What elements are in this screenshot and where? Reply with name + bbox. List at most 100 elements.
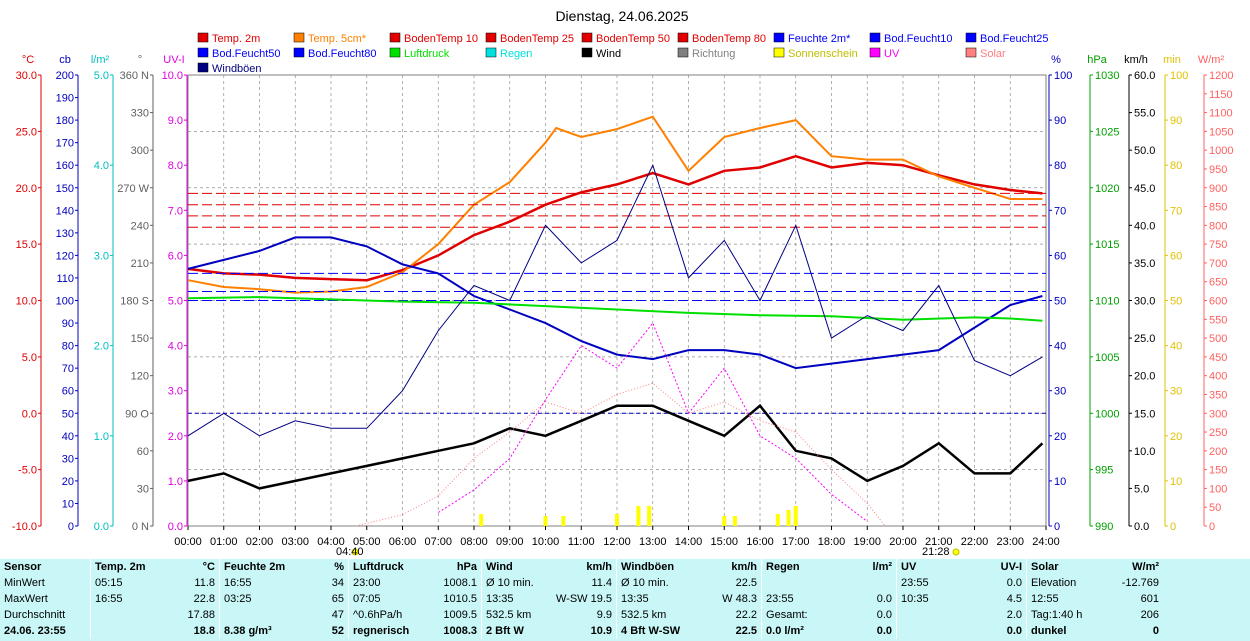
- x-tick-label: 06:00: [389, 536, 417, 548]
- stats-cell: [90, 607, 159, 623]
- axis-tick-label: 850: [1209, 202, 1227, 214]
- x-tick-label: 15:00: [710, 536, 738, 548]
- stats-cell: Sensor: [4, 561, 42, 573]
- sunset-marker: [952, 548, 960, 556]
- legend-label: Solar: [980, 48, 1006, 60]
- x-tick-label: 23:00: [996, 536, 1024, 548]
- legend-swatch: [389, 32, 401, 43]
- stats-cell: 18.8: [193, 625, 215, 637]
- axis-tick-label: 60.0: [1134, 70, 1155, 82]
- axis-tick-label: 70: [62, 363, 74, 375]
- axis-tick-label: 20: [1054, 431, 1066, 443]
- sunshine-bar: [479, 514, 484, 526]
- legend-swatch: [197, 62, 209, 73]
- right-axes: %1009080706050403020100hPa10301025102010…: [1048, 54, 1233, 533]
- x-tick-label: 24:00: [1032, 536, 1060, 548]
- axis-tick-label: 650: [1209, 277, 1227, 289]
- legend-label: Bod.Feucht80: [308, 48, 377, 60]
- legend-label: Wind: [596, 48, 621, 60]
- axis-tick-label: 9.0: [168, 115, 183, 127]
- axis-tick-label: 10: [1170, 476, 1182, 488]
- legend-label: Richtung: [692, 48, 735, 60]
- legend-swatch: [389, 47, 401, 58]
- axis-tick-label: 40: [1170, 341, 1182, 353]
- axis-tick-label: 50.0: [1134, 145, 1155, 157]
- stats-cell: l/m²: [872, 561, 893, 573]
- axis-tick-label: 60: [137, 446, 149, 458]
- sunshine-bar: [543, 516, 548, 526]
- stats-cell: Ø 10 min.: [481, 575, 552, 591]
- axis-tick-label: 950: [1209, 164, 1227, 176]
- axis-tick-label: 150: [56, 183, 74, 195]
- sunrise-marker: [351, 548, 359, 556]
- x-tick-label: 03:00: [281, 536, 309, 548]
- legend-label: Temp. 2m: [212, 33, 260, 45]
- stats-cell: 23:55: [761, 591, 831, 607]
- legend-label: Temp. 5cm*: [308, 33, 367, 45]
- axis-tick-label: 150: [131, 333, 149, 345]
- stats-cell: 2 Bft W: [481, 623, 552, 639]
- legend-label: Luftdruck: [404, 48, 450, 60]
- stats-cell: UV-I: [1000, 561, 1023, 573]
- stats-cell: [830, 575, 897, 591]
- axis-tick-label: 1000: [1209, 145, 1233, 157]
- axis-tick-label: 190: [56, 93, 74, 105]
- x-tick-label: 16:00: [746, 536, 774, 548]
- axis-tick-label: 5.0: [168, 296, 183, 308]
- axis-tick-label: 15.0: [16, 239, 37, 251]
- axis-tick-label: 30: [62, 453, 74, 465]
- series-temp-5cm-: [187, 115, 1043, 294]
- stats-cell: dunkel: [1026, 623, 1101, 639]
- axis-tick-label: 550: [1209, 314, 1227, 326]
- axis-tick-label: 55.0: [1134, 108, 1155, 120]
- axis-tick-label: 330: [131, 108, 149, 120]
- sunrise-label: 04:40: [336, 546, 364, 558]
- legend-label: Regen: [500, 48, 532, 60]
- axis-tick-label: 2.0: [94, 341, 109, 353]
- stats-cell: %: [334, 561, 344, 573]
- axis-tick-label: 70: [1054, 205, 1066, 217]
- axis-tick-label: 40: [1054, 341, 1066, 353]
- axis-tick-label: 170: [56, 138, 74, 150]
- axis-tick-label: 990: [1095, 521, 1113, 533]
- x-tick-label: 12:00: [603, 536, 631, 548]
- axis-tick-label: 10: [62, 498, 74, 510]
- stats-cell: W 48.3: [722, 593, 758, 605]
- stats-cell: Ø 10 min.: [616, 575, 696, 591]
- axis-tick-label: 40.0: [1134, 220, 1155, 232]
- stats-cell: km/h: [586, 561, 613, 573]
- stats-cell: MaxWert: [4, 593, 48, 605]
- axis-tick-label: 45.0: [1134, 183, 1155, 195]
- axis-tick-label: 1200: [1209, 70, 1233, 82]
- axis-tick-label: 400: [1209, 371, 1227, 383]
- stats-cell: Durchschnitt: [4, 609, 66, 621]
- axis-tick-label: 20.0: [1134, 371, 1155, 383]
- legend-swatch: [485, 47, 497, 58]
- stats-cell: UV: [896, 559, 961, 575]
- axis-tick-label: 450: [1209, 352, 1227, 364]
- axis-tick-label: 30: [1054, 386, 1066, 398]
- stats-cell: Elevation: [1026, 575, 1101, 591]
- stats-cell: 0.0: [1006, 577, 1023, 589]
- axis-tick-label: 80: [1170, 160, 1182, 172]
- axis-tick-label: 7.0: [168, 205, 183, 217]
- axis-tick-label: 90 O: [125, 408, 149, 420]
- axis-tick-label: 995: [1095, 465, 1113, 477]
- stats-cell: 65: [331, 593, 344, 605]
- series-group: [187, 115, 1046, 527]
- stats-cell: 601: [1140, 593, 1160, 605]
- stats-cell: 2.0: [1006, 609, 1023, 621]
- axis-tick-label: 140: [56, 205, 74, 217]
- legend-swatch: [965, 47, 977, 58]
- legend-swatch: [197, 32, 209, 43]
- legend-label: Windböen: [212, 63, 262, 75]
- chart-title: Dienstag, 24.06.2025: [555, 8, 688, 24]
- axis-tick-label: 3.0: [94, 250, 109, 262]
- axis-tick-label: 100: [56, 296, 74, 308]
- stats-cell: 22.2: [735, 609, 758, 621]
- axis-tick-label: 1025: [1095, 126, 1119, 138]
- stats-cell: 34: [331, 577, 344, 589]
- stats-cell: 10:35: [896, 591, 961, 607]
- stats-cell: ^0.6hPa/h: [348, 607, 415, 623]
- axis-tick-label: 35.0: [1134, 258, 1155, 270]
